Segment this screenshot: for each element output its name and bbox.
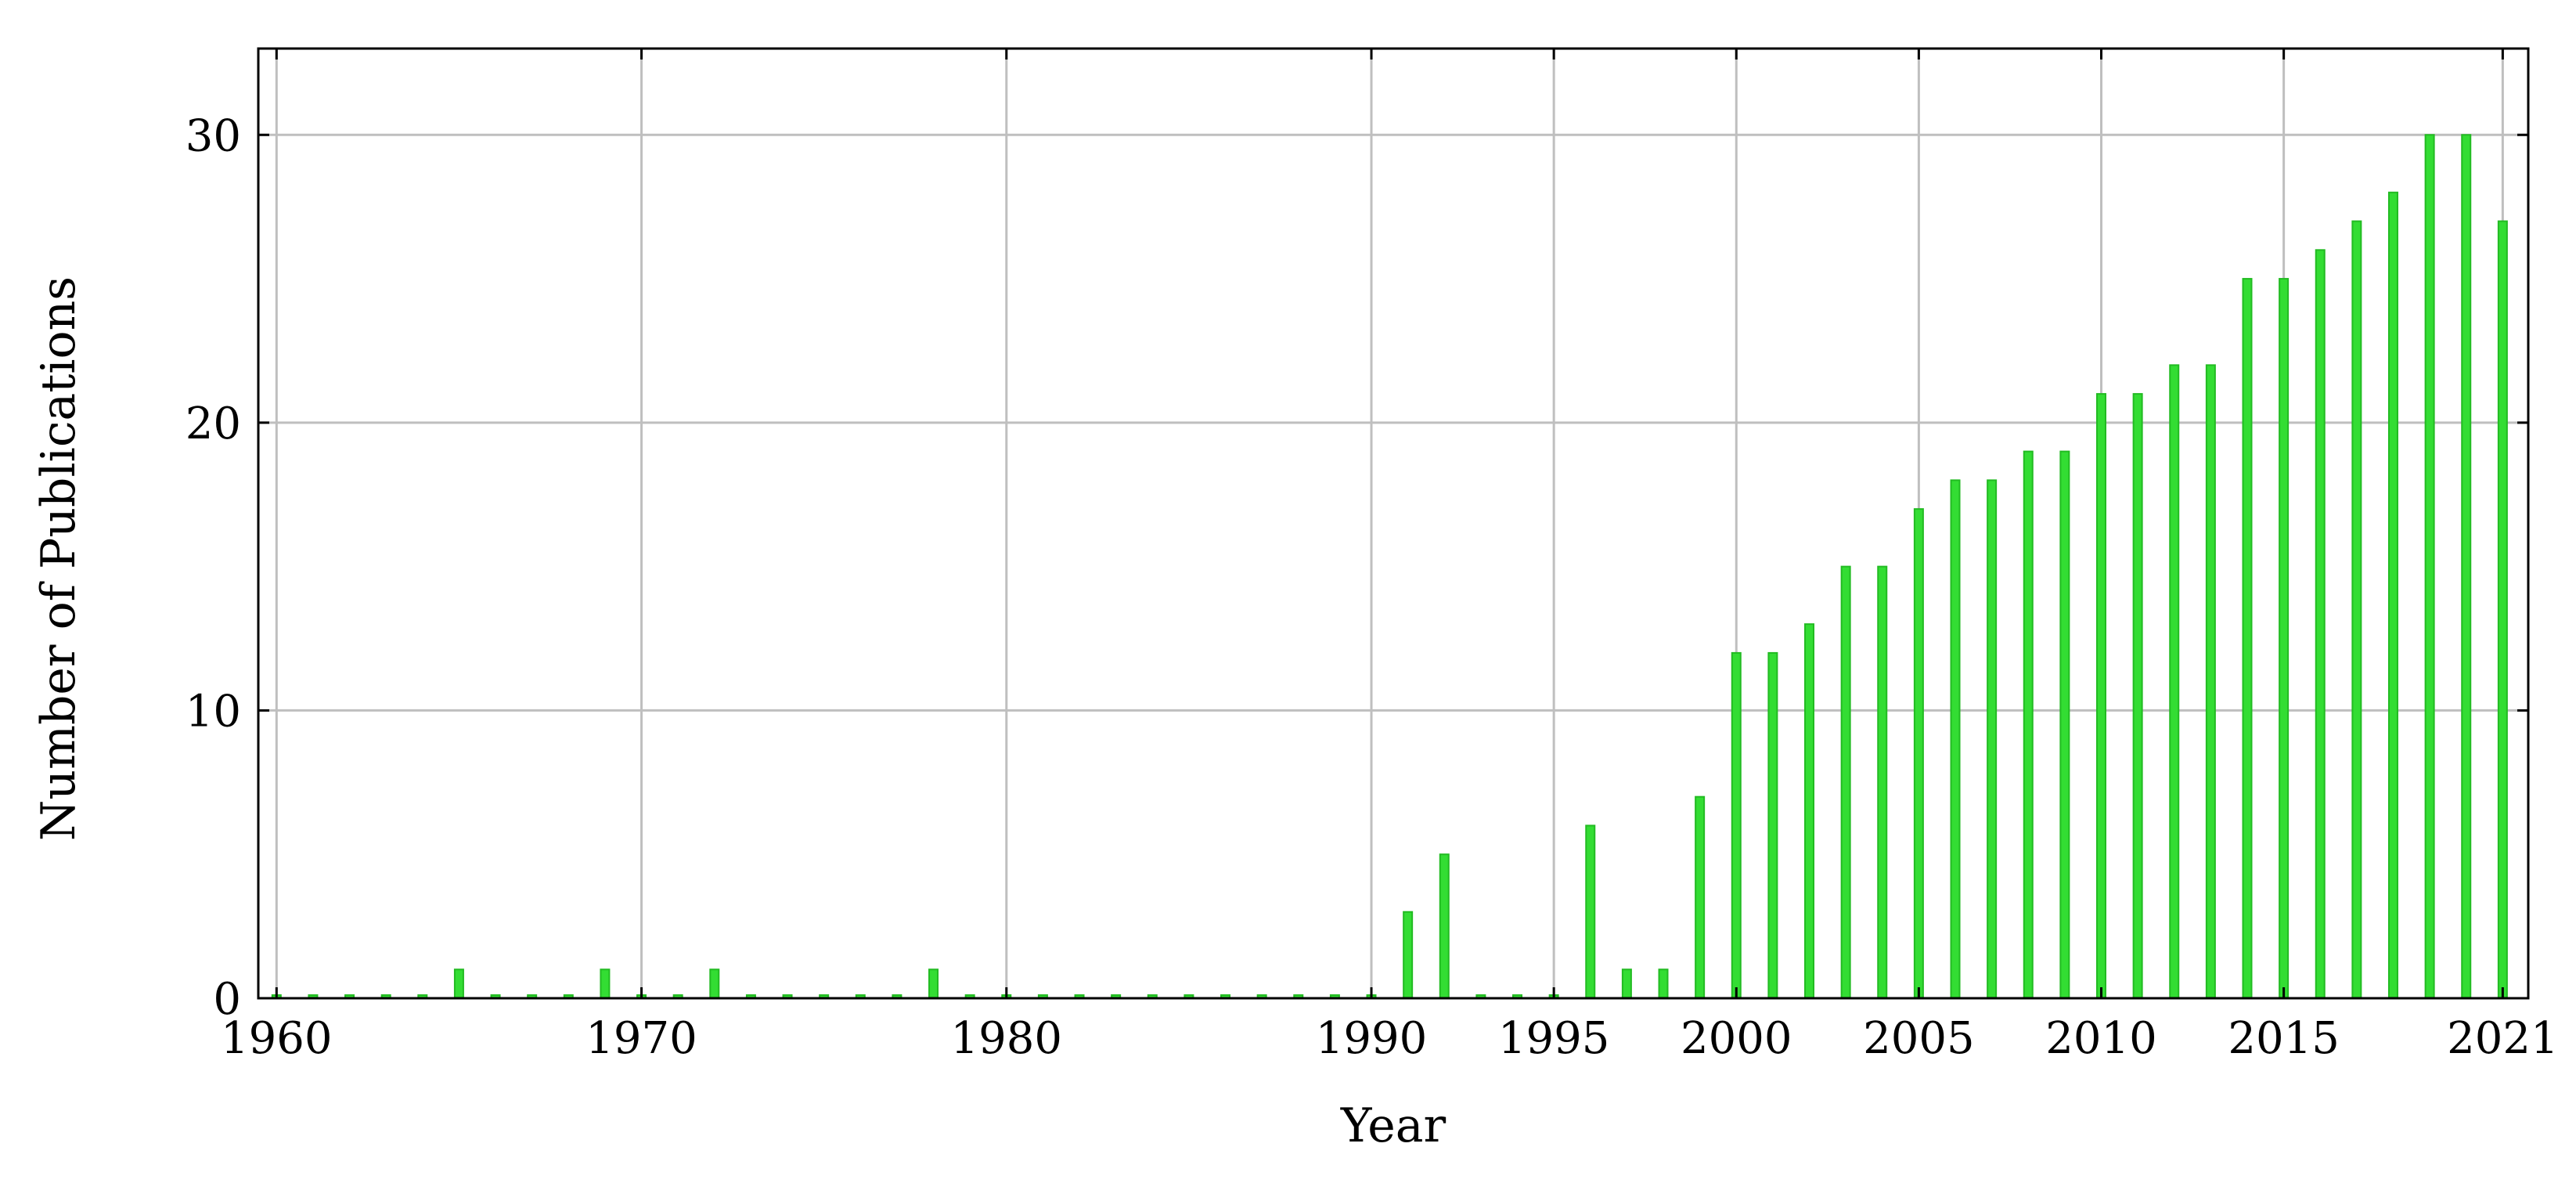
- bar-2008: [2023, 450, 2034, 999]
- x-tick-label: 1995: [1498, 1013, 1610, 1064]
- grid-lines: [258, 49, 2528, 998]
- bar-2017: [2351, 220, 2362, 999]
- x-axis-ticks: 1960 1970 1980 1990 1995 2000 2005 2010 2015 2021: [221, 49, 2559, 1064]
- y-tick-label: 0: [213, 974, 241, 1025]
- bar-2010: [2096, 393, 2107, 1000]
- bar-2007: [1987, 479, 1998, 999]
- bar-1998: [1658, 968, 1669, 1000]
- x-tick-label: 2000: [1681, 1013, 1792, 1064]
- bar-2012: [2169, 364, 2180, 1000]
- bar-1996: [1585, 824, 1596, 1000]
- x-axis-title: Year: [1340, 1098, 1447, 1153]
- bar-1992: [1439, 853, 1450, 1000]
- x-tick-label: 2010: [2045, 1013, 2157, 1064]
- bar-2001: [1767, 651, 1778, 1000]
- x-tick-label: 2021: [2447, 1013, 2559, 1064]
- bar-2015: [2279, 278, 2290, 999]
- bar-2000: [1731, 651, 1742, 1000]
- bar-2014: [2242, 278, 2253, 999]
- y-axis-title: Number of Publications: [31, 276, 86, 841]
- bars: [271, 134, 2508, 1000]
- bar-2003: [1840, 565, 1851, 999]
- bar-2020: [2461, 134, 2472, 1000]
- bar-1997: [1621, 968, 1632, 1000]
- bar-1991: [1403, 911, 1414, 1000]
- bar-1972: [709, 968, 720, 1000]
- bar-2005: [1913, 508, 1924, 999]
- bar-2002: [1804, 623, 1815, 999]
- x-tick-label: 2015: [2228, 1013, 2340, 1064]
- y-tick-label: 10: [186, 686, 241, 737]
- y-axis-ticks: 0 10 20 30: [186, 110, 2528, 1025]
- y-tick-label: 20: [186, 399, 241, 449]
- bar-1978: [928, 968, 939, 1000]
- bar-2009: [2059, 450, 2070, 999]
- bar-2021: [2497, 220, 2508, 999]
- x-tick-label: 1980: [951, 1013, 1063, 1064]
- y-tick-label: 30: [186, 110, 241, 161]
- x-tick-label: 1970: [585, 1013, 697, 1064]
- x-tick-label: 1990: [1316, 1013, 1428, 1064]
- bar-2016: [2315, 249, 2326, 999]
- x-tick-label: 2005: [1863, 1013, 1975, 1064]
- bar-2006: [1950, 479, 1961, 999]
- x-tick-label: 1960: [221, 1013, 333, 1064]
- bar-1965: [453, 968, 464, 1000]
- bar-2004: [1877, 565, 1888, 999]
- bar-1999: [1695, 795, 1706, 999]
- bar-2018: [2387, 191, 2398, 1000]
- bar-2019: [2424, 134, 2435, 1000]
- bar-2011: [2132, 393, 2143, 1000]
- plot-frame: [257, 47, 2530, 1000]
- bar-1969: [600, 968, 611, 1000]
- bar-2013: [2205, 364, 2216, 1000]
